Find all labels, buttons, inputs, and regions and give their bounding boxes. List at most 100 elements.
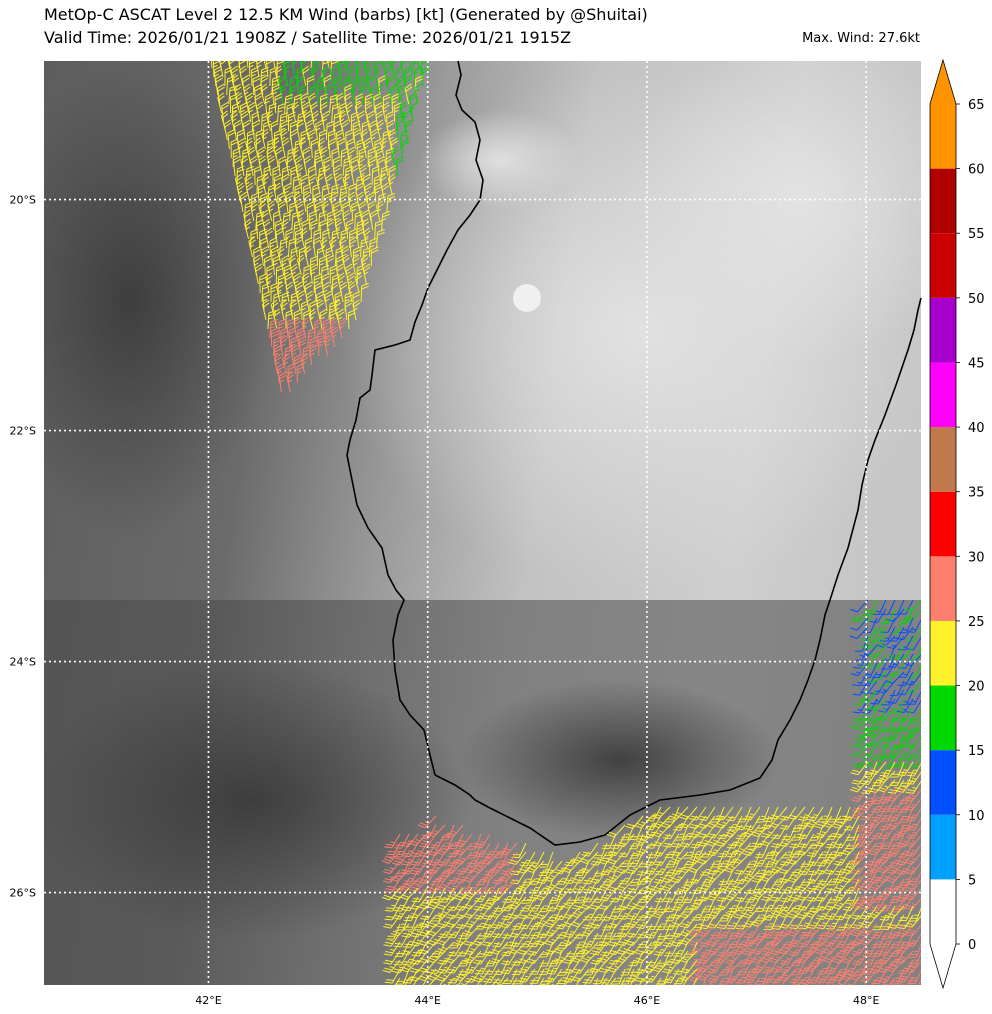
wind-barb [851, 905, 869, 920]
wind-barb [563, 923, 581, 938]
wind-barb [296, 363, 305, 384]
wind-barb [715, 896, 734, 911]
wind-barb [611, 923, 626, 940]
wind-barb [242, 119, 251, 141]
wind-barb [316, 246, 325, 267]
wind-barb [597, 878, 617, 892]
wind-barb [475, 878, 491, 895]
wind-barb [245, 137, 253, 159]
wind-barb [251, 66, 259, 87]
wind-barb [859, 896, 878, 911]
wind-barb [435, 869, 455, 883]
wind-barb [651, 806, 671, 819]
wind-barb [717, 842, 734, 858]
wind-barb [796, 815, 815, 830]
wind-barb [598, 851, 617, 865]
wind-barb [733, 905, 752, 919]
wind-barb [814, 941, 833, 955]
wind-barb [663, 968, 680, 984]
wind-barb [300, 92, 308, 114]
wind-barb [898, 599, 914, 615]
wind-barb [453, 842, 473, 856]
wind-barb [806, 887, 824, 902]
wind-barb [904, 852, 921, 865]
wind-barb [277, 192, 285, 213]
wind-barb [275, 264, 284, 285]
wind-barb [322, 318, 331, 339]
wind-barb [269, 318, 279, 339]
wind-barb [316, 328, 326, 348]
wind-barb [842, 914, 860, 929]
wind-barb [303, 183, 311, 204]
wind-barb [493, 842, 509, 859]
wind-barb [372, 61, 375, 69]
wind-barb [860, 968, 878, 983]
wind-barb [688, 932, 707, 946]
wind-barb [807, 968, 824, 984]
wind-barb [598, 959, 617, 974]
wind-barb [543, 878, 563, 892]
wind-barb [435, 842, 455, 856]
wind-barb [887, 662, 905, 677]
wind-barb [841, 950, 860, 964]
wind-barb [281, 254, 289, 276]
wind-barb [309, 344, 317, 366]
wind-barb [381, 210, 390, 231]
wind-barb [796, 950, 815, 964]
wind-barb [696, 959, 716, 973]
wind-barb [620, 968, 635, 985]
wind-barb [248, 236, 256, 258]
wind-barb [629, 869, 644, 886]
wind-barb [538, 860, 554, 876]
wind-barb [256, 61, 263, 78]
wind-barb [859, 842, 878, 856]
wind-barb [862, 959, 878, 975]
wind-barb [799, 923, 815, 939]
wind-barb [243, 83, 251, 105]
wind-barb [746, 959, 761, 976]
wind-barb [574, 860, 590, 876]
wind-barb [339, 102, 348, 123]
wind-barb [637, 869, 653, 885]
wind-barb [384, 65, 393, 87]
wind-barb [904, 924, 921, 937]
wind-barb [654, 860, 671, 876]
wind-barb [597, 977, 608, 985]
wind-barb [295, 164, 304, 186]
wind-barb [440, 824, 455, 841]
wind-barb [411, 61, 418, 78]
wind-barb [750, 824, 770, 838]
wind-barb [283, 264, 292, 285]
wind-barb [381, 130, 391, 150]
wind-barb [462, 950, 482, 964]
wind-barb [333, 299, 341, 321]
wind-barb [374, 183, 383, 204]
wind-barb [294, 236, 302, 258]
wind-barb [325, 173, 333, 195]
wind-barb [798, 860, 815, 876]
wind-barb [718, 851, 734, 868]
wind-barb [741, 869, 761, 882]
wind-barb [333, 112, 342, 132]
wind-barb [333, 120, 342, 141]
wind-barb [896, 833, 914, 848]
colorbar-tick-label: 40 [968, 421, 985, 436]
wind-barb [787, 923, 806, 937]
wind-barb [751, 959, 770, 974]
wind-barb [362, 173, 371, 195]
wind-barb [719, 905, 734, 922]
wind-barb [832, 968, 851, 982]
wind-barb [557, 987, 571, 1002]
wind-barb [316, 173, 324, 195]
wind-barb [402, 950, 419, 966]
wind-barb [511, 977, 518, 985]
wind-barb [625, 896, 644, 910]
wind-barb [316, 83, 324, 105]
wind-barb [671, 923, 689, 938]
wind-barb [279, 112, 289, 132]
wind-barb [544, 914, 563, 928]
wind-barb [291, 101, 299, 123]
wind-barb [689, 806, 707, 821]
wind-barb [375, 147, 384, 168]
wind-barb [602, 914, 617, 931]
